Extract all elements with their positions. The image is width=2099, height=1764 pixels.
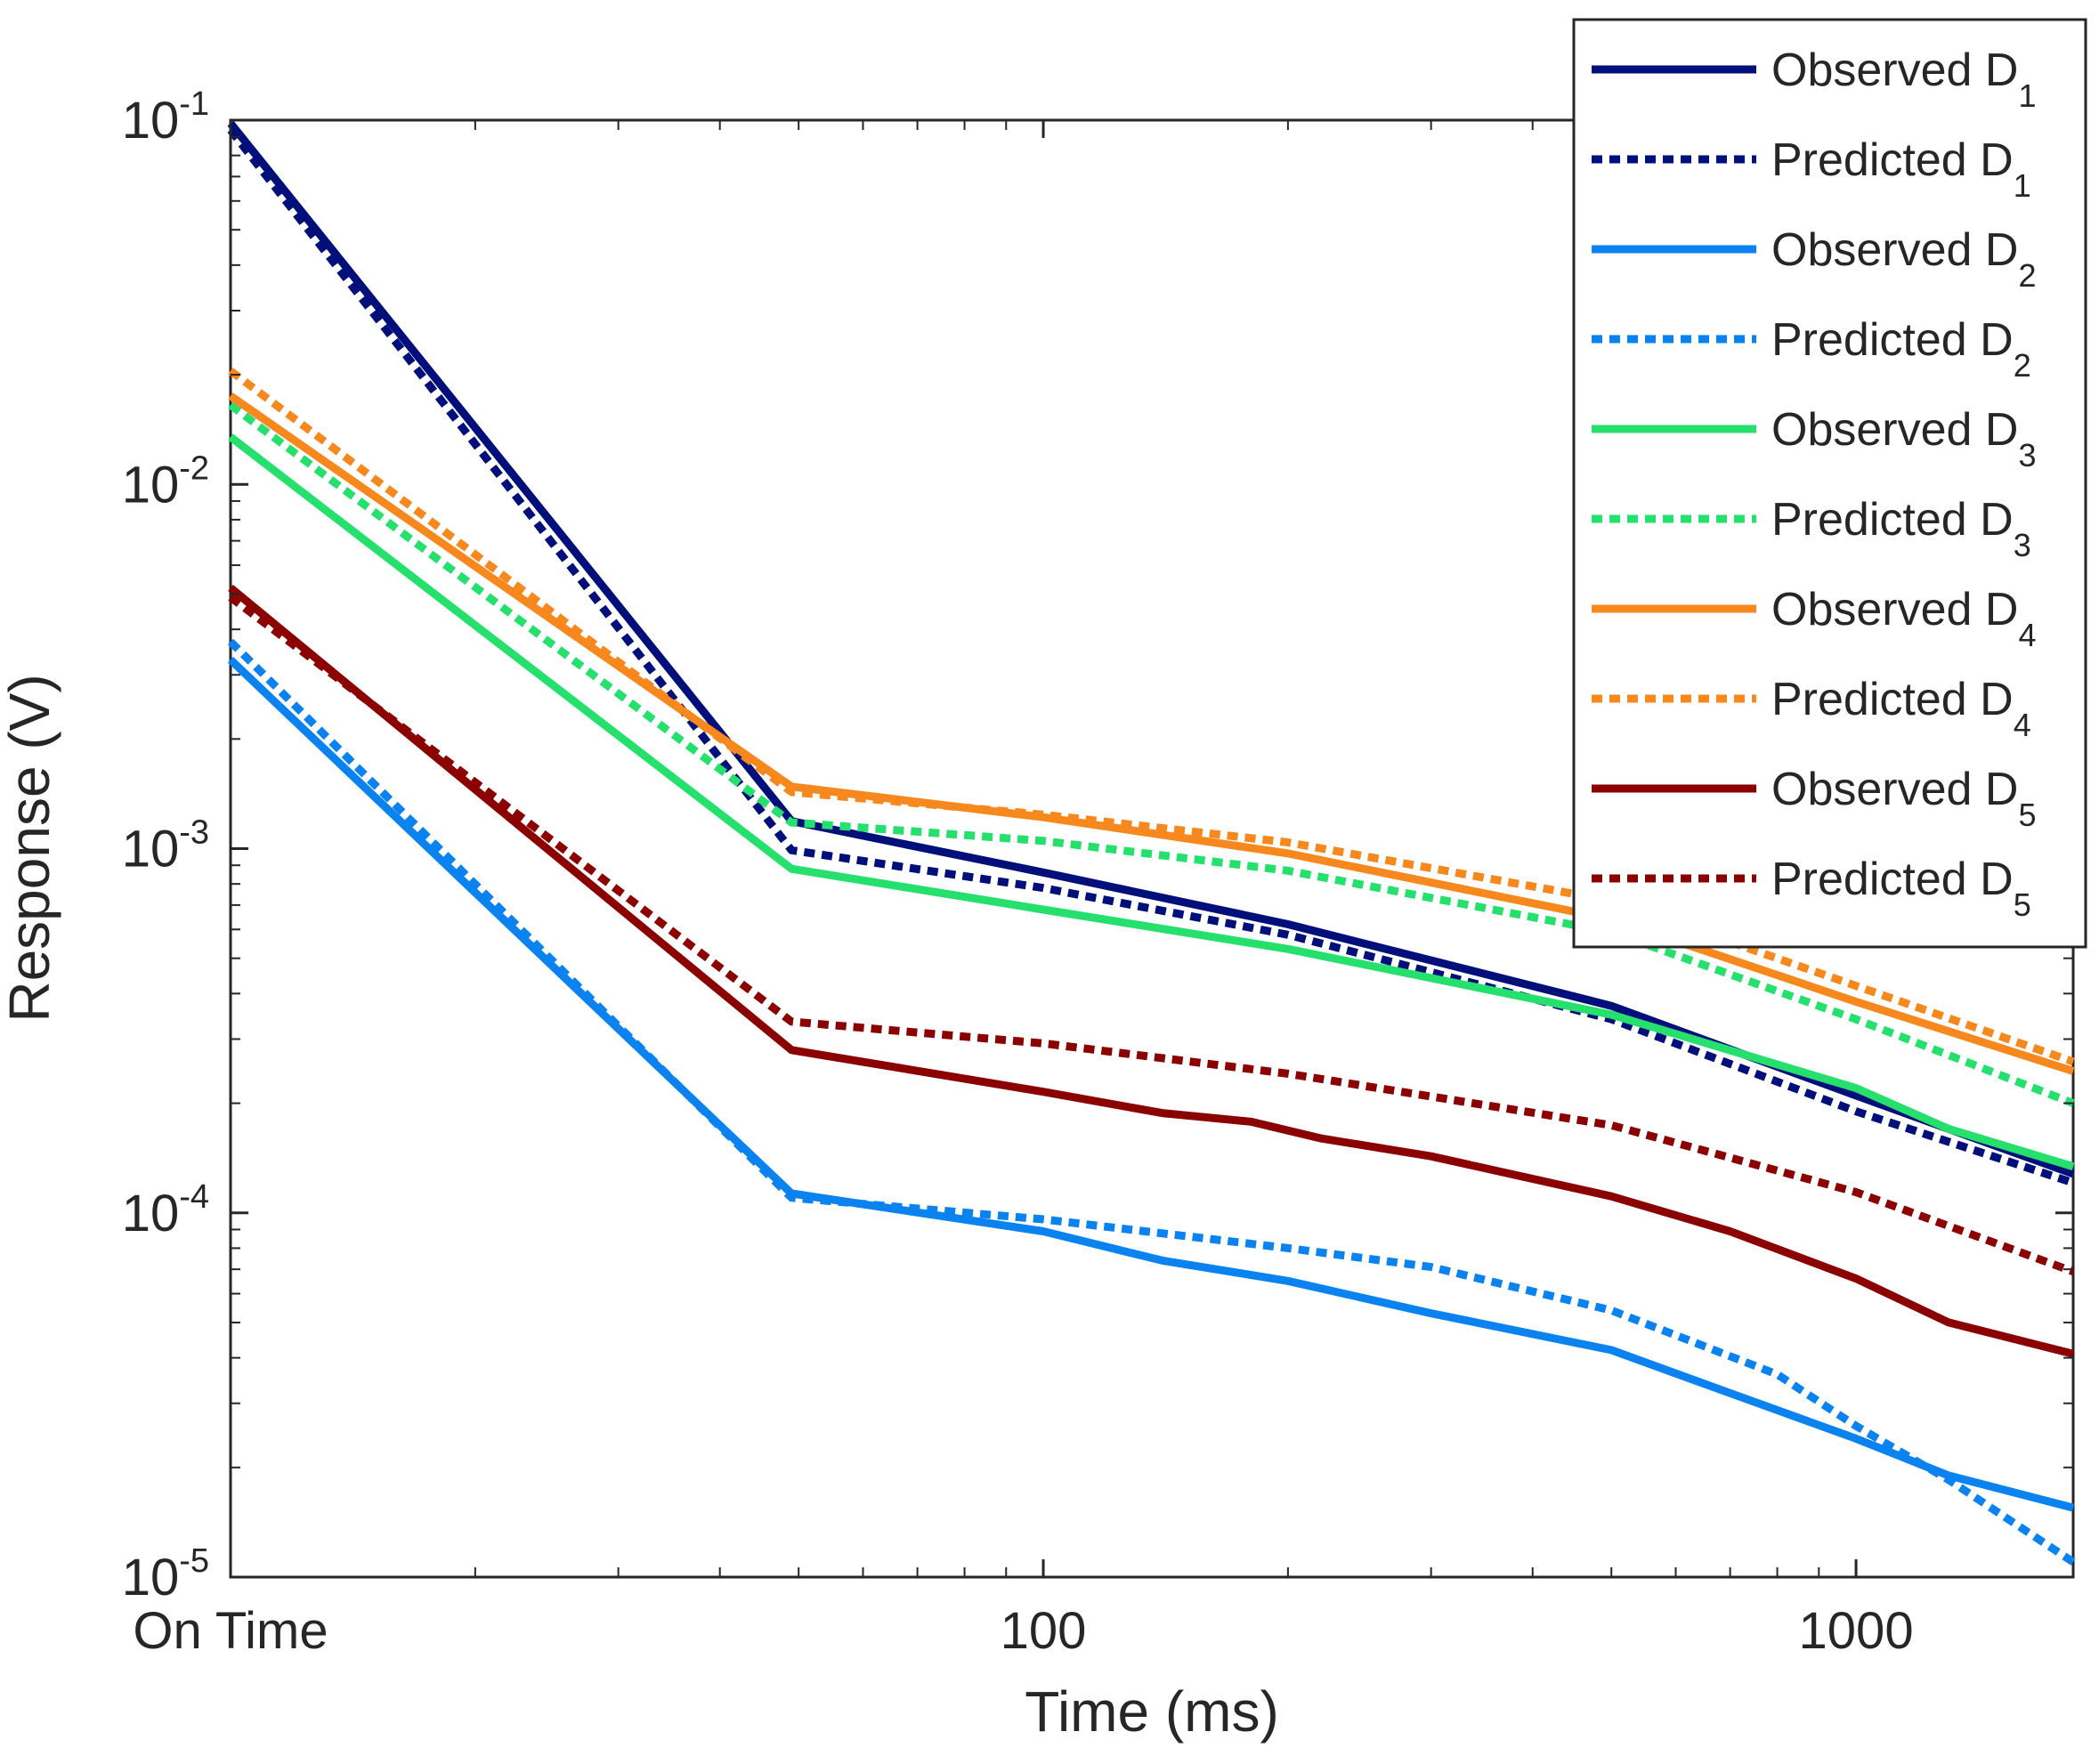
x-tick-label: On Time [133,1602,328,1660]
legend-entry-label: Observed D5 [1771,764,2036,833]
y-tick-label: 10-1 [122,85,209,150]
legend-entry-label: Observed D4 [1771,584,2036,653]
legend-entry-label: Predicted D3 [1771,494,2031,563]
y-tick-label: 10-5 [122,1542,209,1606]
legend-entry-label: Predicted D2 [1771,314,2031,384]
x-axis-title: Time (ms) [1025,1679,1279,1744]
legend: Observed D1 Predicted D1 Observed D2 Predic… [1572,18,2087,949]
series-line-observed-d3 [228,433,2075,1171]
series-line-predicted-d4 [228,368,2075,1066]
y-tick-label: 10-4 [122,1178,209,1242]
y-tick-label: 10-3 [122,814,209,878]
legend-entry-label: Predicted D5 [1771,854,2031,923]
x-tick-label: 100 [1001,1602,1087,1660]
series-line-predicted-d2 [227,638,2076,1566]
series-line-predicted-d5 [228,594,2075,1275]
y-axis-title: Response (V) [0,674,61,1022]
series-line-observed-d2 [227,657,2075,1512]
series-line-observed-d5 [228,585,2075,1358]
series-line-observed-d4 [228,392,2075,1075]
ticks-layer: On Time 100 1000 10-1 10-2 10-3 10-4 10-5 [122,85,2073,1660]
x-tick-label: 1000 [1799,1602,1914,1660]
legend-entry-label: Observed D1 [1771,45,2036,114]
legend-entry-label: Predicted D1 [1771,134,2031,204]
legend-entry-label: Observed D2 [1771,224,2036,294]
y-tick-label: 10-2 [122,449,209,514]
series-layer [227,120,2076,1566]
series-line-predicted-d1 [227,127,2075,1187]
series-line-predicted-d3 [228,401,2075,1107]
legend-entry-label: Predicted D4 [1771,674,2031,743]
legend-entry-label: Observed D3 [1771,404,2036,473]
